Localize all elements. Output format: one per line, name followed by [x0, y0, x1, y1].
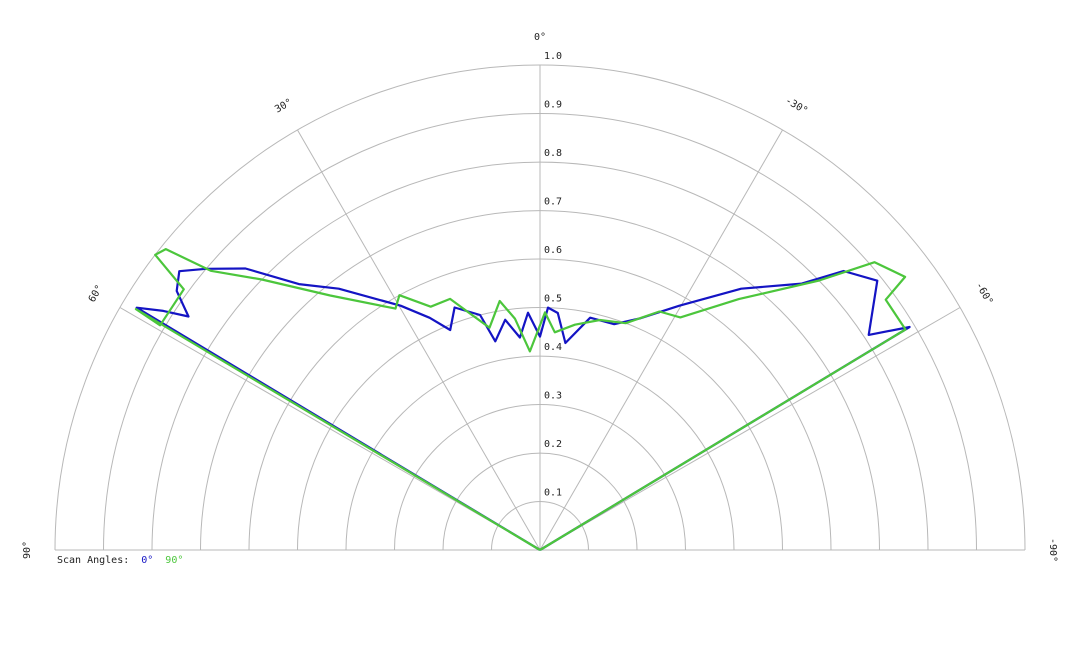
- theta-tick-label: 30°: [273, 97, 294, 116]
- series-line: [134, 248, 907, 551]
- r-tick-label: 1.0: [544, 51, 562, 62]
- theta-tick-label: -60°: [973, 281, 995, 307]
- r-tick-label: 0.4: [544, 342, 562, 353]
- r-tick-label: 0.5: [544, 294, 562, 305]
- series-line: [135, 267, 911, 551]
- grid-spoke: [119, 307, 541, 551]
- grid-spoke: [539, 307, 961, 551]
- r-tick-label: 0.7: [544, 197, 562, 208]
- legend-entry: 90°: [165, 555, 183, 566]
- theta-tick-label: 0°: [534, 32, 546, 43]
- r-tick-label: 0.3: [544, 391, 562, 402]
- theta-tick-label: -90°: [1047, 538, 1058, 562]
- legend-title: Scan Angles:: [57, 555, 129, 566]
- r-tick-label: 0.8: [544, 148, 562, 159]
- r-tick-label: 0.6: [544, 245, 562, 256]
- theta-tick-label: 90°: [22, 541, 33, 559]
- theta-tick-label: -30°: [783, 95, 809, 117]
- grid-spoke: [297, 129, 541, 551]
- r-tick-label: 0.9: [544, 100, 562, 111]
- r-tick-label: 0.1: [544, 488, 562, 499]
- legend-entry: 0°: [141, 555, 153, 566]
- r-tick-label: 0.2: [544, 439, 562, 450]
- theta-tick-label: 60°: [87, 283, 106, 304]
- grid-spoke: [539, 129, 783, 551]
